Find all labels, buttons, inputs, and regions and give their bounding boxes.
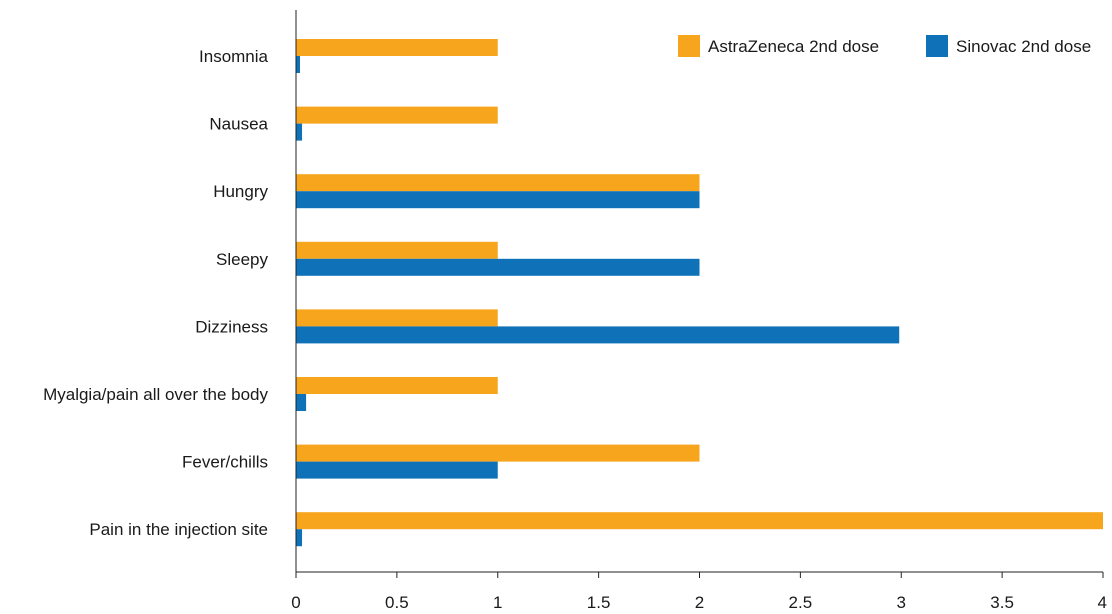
legend-swatch-astrazeneca [678,35,700,57]
x-ticks: 0 0.5 1 1.5 2 2.5 3 3.5 4 [291,572,1107,612]
x-tick-label: 3 [897,593,906,612]
bar-sinovac-6 [296,461,498,479]
bar-sinovac-2 [296,191,700,209]
category-label: Nausea [209,115,268,134]
x-tick-label: 1 [493,593,502,612]
bar-astrazeneca-0 [296,39,498,56]
x-tick-label: 2 [695,593,704,612]
legend-label-astrazeneca: AstraZeneca 2nd dose [708,37,879,56]
bar-sinovac-3 [296,258,700,276]
x-tick-label: 0.5 [385,593,409,612]
bars-group [296,39,1103,547]
bar-astrazeneca-5 [296,377,498,394]
bar-sinovac-0 [296,56,301,73]
bar-sinovac-1 [296,123,303,141]
category-label: Fever/chills [182,453,268,472]
category-label: Pain in the injection site [89,520,268,539]
x-tick-label: 4 [1098,593,1107,612]
legend: AstraZeneca 2nd dose Sinovac 2nd dose [678,35,1091,57]
legend-label-sinovac: Sinovac 2nd dose [956,37,1091,56]
category-label: Dizziness [195,317,268,336]
legend-swatch-sinovac [926,35,948,57]
category-label: Insomnia [199,47,269,66]
bar-sinovac-5 [296,394,307,411]
bar-astrazeneca-3 [296,241,498,259]
x-tick-label: 2.5 [789,593,813,612]
bar-astrazeneca-4 [296,309,498,327]
bar-astrazeneca-6 [296,444,700,462]
category-label: Sleepy [216,250,268,269]
bar-astrazeneca-7 [296,512,1103,530]
category-label: Myalgia/pain all over the body [43,385,268,404]
category-labels: Insomnia Nausea Hungry Sleepy Dizziness Myalg… [43,47,268,539]
x-tick-label: 1.5 [587,593,611,612]
bar-astrazeneca-1 [296,106,498,124]
x-tick-label: 0 [291,593,300,612]
bar-sinovac-7 [296,529,303,547]
bar-sinovac-4 [296,326,900,344]
axes [295,10,1103,573]
bar-astrazeneca-2 [296,174,700,192]
x-tick-label: 3.5 [990,593,1014,612]
category-label: Hungry [213,182,268,201]
